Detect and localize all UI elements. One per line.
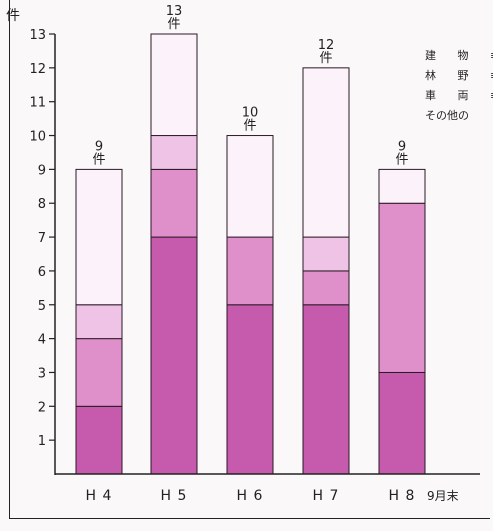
bar-segment — [75, 304, 123, 340]
bar-segment — [302, 270, 350, 306]
bar-segment — [150, 168, 198, 238]
y-tick-label: 3 — [38, 366, 46, 381]
legend-item-other: その他の — [425, 109, 469, 122]
bar-segment — [302, 236, 350, 272]
y-tick-label: 7 — [38, 231, 46, 246]
bar-total-value: 13 — [166, 4, 183, 19]
bar-segment — [302, 304, 350, 475]
y-tick-label: 12 — [29, 62, 46, 77]
bar-segment — [378, 371, 426, 475]
legend-item-vehicle: 車 両 ≡ — [425, 89, 493, 102]
bar-segment — [75, 338, 123, 407]
bar-segment — [302, 67, 350, 238]
bar-segment — [226, 304, 274, 475]
bar-segment — [75, 405, 123, 475]
x-tick-label: H 4 — [86, 488, 113, 504]
bar-segment — [150, 135, 198, 170]
chart-frame — [9, 0, 490, 519]
bar-total-unit: 件 — [243, 119, 256, 134]
bar-segment — [150, 33, 198, 137]
y-tick-label: 5 — [38, 299, 46, 314]
y-tick-label: 8 — [38, 197, 46, 212]
bar-total-unit: 件 — [395, 152, 408, 167]
legend-item-building: 建 物 ≡ — [425, 49, 493, 62]
bar-total-value: 10 — [242, 106, 259, 121]
bar-segment — [226, 236, 274, 306]
bar-total-value: 9 — [95, 139, 103, 154]
bar-total-unit: 件 — [167, 17, 180, 32]
bar-total-value: 12 — [318, 38, 335, 53]
y-tick-label: 13 — [29, 28, 46, 43]
y-tick-label: 6 — [38, 265, 46, 280]
bar-segment — [75, 168, 123, 306]
x-tick-label: H 8 — [389, 488, 416, 504]
bar-total-unit: 件 — [319, 51, 332, 66]
x-category-note: 9月末 — [427, 489, 459, 503]
bar-segment — [378, 202, 426, 373]
legend-item-forest: 林 野 ≡ — [425, 69, 493, 82]
y-axis-label: 件 — [6, 8, 20, 24]
bar-total-unit: 件 — [92, 152, 105, 167]
y-tick-label: 9 — [38, 163, 46, 178]
y-tick-label: 1 — [38, 434, 46, 449]
legend: 建 物 ≡ 林 野 ≡ 車 両 ≡ その他の — [425, 46, 493, 126]
x-tick-label: H 6 — [237, 488, 264, 504]
bar-segment — [378, 168, 426, 204]
x-tick-label: H 7 — [313, 488, 340, 504]
bar-total-value: 9 — [398, 139, 406, 154]
x-tick-label: H 5 — [161, 488, 188, 504]
y-tick-label: 11 — [29, 96, 46, 111]
y-tick-label: 2 — [38, 400, 46, 415]
bar-segment — [150, 236, 198, 475]
bar-segment — [226, 135, 274, 238]
y-tick-label: 10 — [29, 130, 46, 145]
y-tick-label: 4 — [38, 333, 46, 348]
